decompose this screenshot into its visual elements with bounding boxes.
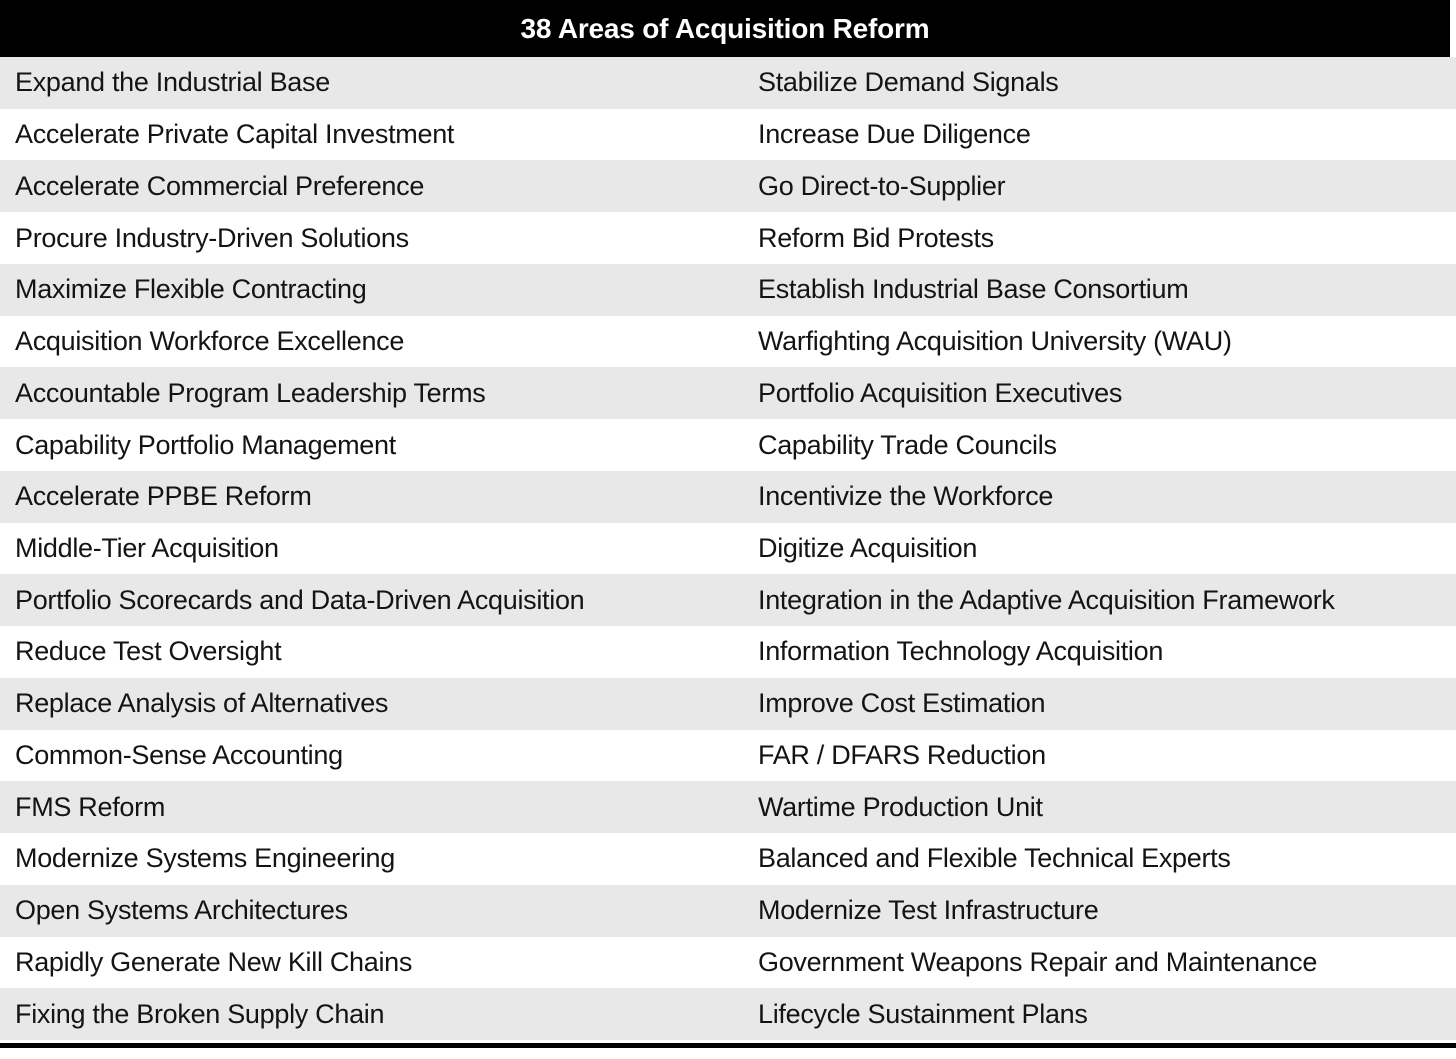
reform-area-cell: Open Systems Architectures bbox=[15, 895, 348, 926]
table-row: Acquisition Workforce Excellence Warfigh… bbox=[0, 315, 1456, 368]
reform-area-cell: Digitize Acquisition bbox=[758, 532, 978, 563]
table-bottom-border bbox=[0, 1043, 1456, 1048]
table-row: Accelerate Private Capital Investment In… bbox=[0, 108, 1456, 161]
reform-area-cell: Replace Analysis of Alternatives bbox=[15, 688, 389, 719]
table-row: Replace Analysis of Alternatives Improve… bbox=[0, 677, 1456, 730]
reform-area-cell: Capability Portfolio Management bbox=[15, 429, 396, 460]
table-row: Procure Industry-Driven Solutions Reform… bbox=[0, 212, 1456, 264]
reform-area-cell: Modernize Test Infrastructure bbox=[758, 895, 1099, 926]
reform-area-cell: Integration in the Adaptive Acquisition … bbox=[758, 584, 1335, 615]
reform-area-cell: Stabilize Demand Signals bbox=[758, 67, 1059, 98]
reform-area-cell: Maximize Flexible Contracting bbox=[15, 274, 367, 305]
reform-area-cell: Wartime Production Unit bbox=[758, 791, 1043, 822]
reform-area-cell: Portfolio Scorecards and Data-Driven Acq… bbox=[15, 584, 585, 615]
reform-area-cell: Improve Cost Estimation bbox=[758, 688, 1046, 719]
reform-area-cell: FAR / DFARS Reduction bbox=[758, 739, 1046, 770]
reform-area-cell: Accelerate PPBE Reform bbox=[15, 481, 312, 512]
reform-area-cell: Warfighting Acquisition University (WAU) bbox=[758, 326, 1232, 357]
table-row: Accountable Program Leadership Terms Por… bbox=[0, 367, 1456, 420]
table-row: Open Systems Architectures Modernize Tes… bbox=[0, 884, 1456, 937]
reform-area-cell: Portfolio Acquisition Executives bbox=[758, 377, 1123, 408]
reform-area-cell: Fixing the Broken Supply Chain bbox=[15, 998, 385, 1029]
reform-area-cell: Modernize Systems Engineering bbox=[15, 843, 395, 874]
table-row: Maximize Flexible Contracting Establish … bbox=[0, 263, 1456, 316]
reform-area-cell: Middle-Tier Acquisition bbox=[15, 532, 279, 563]
reform-area-cell: Procure Industry-Driven Solutions bbox=[15, 222, 409, 253]
table-row: Middle-Tier Acquisition Digitize Acquisi… bbox=[0, 522, 1456, 575]
reform-area-cell: Increase Due Diligence bbox=[758, 119, 1031, 150]
reform-area-cell: Lifecycle Sustainment Plans bbox=[758, 998, 1088, 1029]
table-row: Rapidly Generate New Kill Chains Governm… bbox=[0, 936, 1456, 989]
table-row: Common-Sense Accounting FAR / DFARS Redu… bbox=[0, 729, 1456, 782]
reform-area-cell: Common-Sense Accounting bbox=[15, 739, 343, 770]
table-row: Modernize Systems Engineering Balanced a… bbox=[0, 833, 1456, 885]
table-body: Expand the Industrial Base Stabilize Dem… bbox=[0, 57, 1456, 1040]
reform-area-cell: Rapidly Generate New Kill Chains bbox=[15, 946, 413, 977]
table-row: Accelerate PPBE Reform Incentivize the W… bbox=[0, 470, 1456, 523]
reform-area-cell: FMS Reform bbox=[15, 791, 166, 822]
table-row: FMS Reform Wartime Production Unit bbox=[0, 781, 1456, 834]
reform-area-cell: Accelerate Commercial Preference bbox=[15, 170, 425, 201]
reform-area-cell: Incentivize the Workforce bbox=[758, 481, 1054, 512]
reform-area-cell: Balanced and Flexible Technical Experts bbox=[758, 843, 1231, 874]
reform-area-cell: Accelerate Private Capital Investment bbox=[15, 119, 455, 150]
reform-area-cell: Acquisition Workforce Excellence bbox=[15, 326, 405, 357]
table-row: Capability Portfolio Management Capabili… bbox=[0, 419, 1456, 471]
reform-area-cell: Accountable Program Leadership Terms bbox=[15, 377, 486, 408]
reform-area-cell: Government Weapons Repair and Maintenanc… bbox=[758, 946, 1318, 977]
table-row: Accelerate Commercial Preference Go Dire… bbox=[0, 160, 1456, 213]
table-row: Expand the Industrial Base Stabilize Dem… bbox=[0, 57, 1456, 109]
reform-area-cell: Reform Bid Protests bbox=[758, 222, 994, 253]
reform-area-cell: Information Technology Acquisition bbox=[758, 636, 1164, 667]
table-row: Fixing the Broken Supply Chain Lifecycle… bbox=[0, 988, 1456, 1040]
table-row: Reduce Test Oversight Information Techno… bbox=[0, 626, 1456, 678]
reform-area-cell: Capability Trade Councils bbox=[758, 429, 1057, 460]
reform-area-cell: Go Direct-to-Supplier bbox=[758, 170, 1006, 201]
table-title: 38 Areas of Acquisition Reform bbox=[0, 0, 1450, 57]
table-row: Portfolio Scorecards and Data-Driven Acq… bbox=[0, 574, 1456, 627]
reform-area-cell: Reduce Test Oversight bbox=[15, 636, 282, 667]
reform-area-cell: Establish Industrial Base Consortium bbox=[758, 274, 1189, 305]
reform-area-cell: Expand the Industrial Base bbox=[15, 67, 330, 98]
